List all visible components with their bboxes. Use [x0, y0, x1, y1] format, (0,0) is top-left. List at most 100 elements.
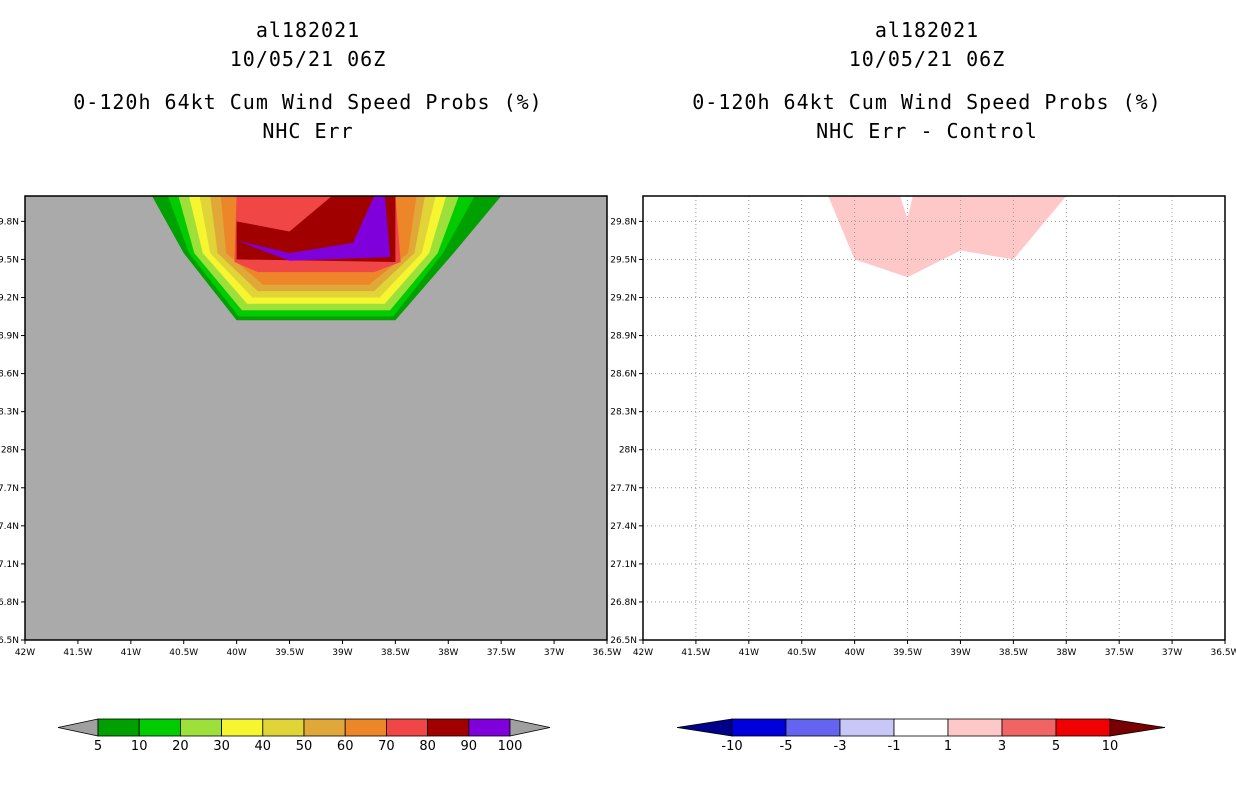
colorbar-swatch — [947, 718, 1003, 737]
colorbar-high-arrow — [1109, 718, 1166, 737]
left-chart-title: al182021 10/05/21 06Z — [8, 16, 608, 74]
x-tick-label: 38.5W — [381, 648, 410, 658]
y-tick-label: 28.6N — [0, 370, 19, 380]
right-subtitle-line-1: 0-120h 64kt Cum Wind Speed Probs (%) — [692, 90, 1162, 114]
x-tick-label: 40W — [226, 648, 246, 658]
colorbar-label: 10 — [131, 739, 148, 754]
colorbar-low-arrow — [57, 718, 99, 737]
x-tick-label: 40W — [844, 648, 864, 658]
x-tick-label: 42W — [15, 648, 35, 658]
colorbar-swatch — [385, 718, 428, 737]
colorbar-swatch — [731, 718, 787, 737]
colorbar-swatch — [138, 718, 181, 737]
left-chart-subtitle: 0-120h 64kt Cum Wind Speed Probs (%) NHC… — [8, 88, 608, 146]
x-tick-label: 40.5W — [787, 648, 816, 658]
colorbar-label: 80 — [419, 739, 436, 754]
y-tick-label: 27.7N — [0, 484, 19, 494]
colorbar-label: 60 — [337, 739, 354, 754]
colorbar-swatch — [1055, 718, 1111, 737]
right-chart-subtitle: 0-120h 64kt Cum Wind Speed Probs (%) NHC… — [627, 88, 1227, 146]
colorbar-swatch — [468, 718, 511, 737]
colorbar-swatch — [221, 718, 264, 737]
colorbar-swatch — [1001, 718, 1057, 737]
colorbar-label: 100 — [498, 739, 523, 754]
y-tick-label: 29.5N — [610, 255, 637, 265]
colorbar-label: 5 — [94, 739, 102, 754]
colorbar-swatch — [427, 718, 470, 737]
x-tick-label: 39W — [332, 648, 352, 658]
y-tick-label: 26.5N — [0, 636, 19, 646]
colorbar-high-arrow — [509, 718, 551, 737]
y-tick-label: 29.2N — [0, 293, 19, 303]
colorbar-swatch — [344, 718, 387, 737]
right-title-line-2: 10/05/21 06Z — [848, 47, 1006, 71]
x-tick-label: 37W — [544, 648, 564, 658]
x-tick-label: 41.5W — [681, 648, 710, 658]
colorbar-label: 40 — [255, 739, 272, 754]
left-subtitle-line-1: 0-120h 64kt Cum Wind Speed Probs (%) — [73, 90, 543, 114]
colorbar-label: 70 — [378, 739, 395, 754]
x-tick-label: 39.5W — [893, 648, 922, 658]
colorbar-swatch — [97, 718, 140, 737]
plot-frame — [642, 195, 1226, 641]
y-tick-label: 27.7N — [610, 484, 637, 494]
colorbar-label: 20 — [172, 739, 189, 754]
colorbar-label: -10 — [721, 739, 742, 754]
x-tick-label: 39.5W — [275, 648, 304, 658]
contour-band-90 — [236, 196, 391, 261]
colorbar-label: 50 — [296, 739, 313, 754]
plot-background — [643, 196, 1225, 640]
y-tick-label: 29.2N — [610, 293, 637, 303]
colorbar-label: 10 — [1102, 739, 1119, 754]
colorbar-label: -1 — [888, 739, 901, 754]
x-tick-label: 41W — [121, 648, 141, 658]
y-tick-label: 29.8N — [610, 217, 637, 227]
right-title-line-1: al182021 — [874, 18, 980, 42]
colorbar-swatch — [179, 718, 222, 737]
x-tick-label: 37W — [1162, 648, 1182, 658]
y-tick-label: 26.5N — [610, 636, 637, 646]
colorbar-1: -10 -5 -3 -1 1 3 5 10 — [676, 718, 1166, 754]
colorbar-swatch — [785, 718, 841, 737]
x-tick-label: 37.5W — [1105, 648, 1134, 658]
colorbar-swatch — [893, 718, 949, 737]
left-title-line-2: 10/05/21 06Z — [229, 47, 387, 71]
colorbar-label: 30 — [213, 739, 230, 754]
colorbar-low-arrow — [676, 718, 733, 737]
x-tick-label: 41.5W — [63, 648, 92, 658]
x-tick-label: 36.5W — [593, 648, 622, 658]
x-tick-label: 38.5W — [999, 648, 1028, 658]
x-tick-label: 41W — [739, 648, 759, 658]
contour-band-1 — [828, 196, 1067, 278]
y-tick-label: 27.4N — [0, 522, 19, 532]
colorbar-label: -3 — [834, 739, 847, 754]
x-tick-label: 36.5W — [1211, 648, 1236, 658]
colorbar-0: 5 10 20 30 40 50 60 70 80 90 100 — [57, 718, 551, 754]
left-subtitle-line-2: NHC Err — [262, 119, 354, 143]
x-tick-label: 40.5W — [169, 648, 198, 658]
x-tick-label: 37.5W — [487, 648, 516, 658]
colorbar-label: 90 — [461, 739, 478, 754]
left-title-line-1: al182021 — [255, 18, 361, 42]
y-tick-label: 29.5N — [0, 255, 19, 265]
colorbar-swatch — [303, 718, 346, 737]
colorbar-label: 5 — [1052, 739, 1060, 754]
x-tick-label: 42W — [633, 648, 653, 658]
y-tick-label: 27.4N — [610, 522, 637, 532]
colorbar-label: 3 — [998, 739, 1006, 754]
colorbar-swatch — [262, 718, 305, 737]
x-tick-label: 38W — [438, 648, 458, 658]
y-tick-label: 28N — [619, 446, 637, 456]
y-tick-label: 27.1N — [610, 560, 637, 570]
y-tick-label: 29.8N — [0, 217, 19, 227]
x-tick-label: 39W — [950, 648, 970, 658]
y-tick-label: 28.9N — [610, 332, 637, 342]
y-tick-label: 28N — [1, 446, 19, 456]
colorbar-label: 1 — [944, 739, 952, 754]
chart-panel-1: 42W 41.5W 41W 40.5W 40W 39.5W 39W 38.5W 38W 37.5W… — [610, 195, 1236, 658]
plot-frame — [24, 195, 608, 641]
y-tick-label: 26.8N — [0, 598, 19, 608]
y-tick-label: 27.1N — [0, 560, 19, 570]
y-tick-label: 26.8N — [610, 598, 637, 608]
